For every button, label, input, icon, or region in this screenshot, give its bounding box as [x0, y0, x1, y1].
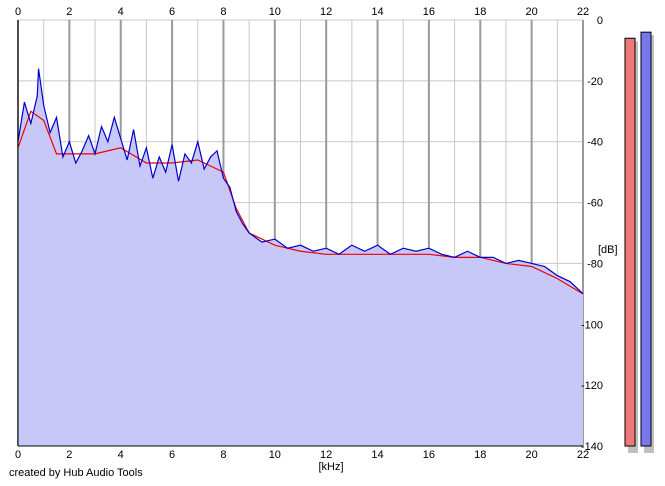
x-tick-top-10: 20: [526, 6, 538, 18]
y-tick-5: -100: [581, 319, 603, 331]
x-tick-top-6: 12: [320, 6, 332, 18]
x-tick-bottom-11: 22: [577, 449, 589, 461]
x-tick-bottom-4: 8: [220, 449, 226, 461]
x-tick-top-8: 16: [423, 6, 435, 18]
level-meter-bar-0: [624, 37, 636, 447]
x-tick-top-7: 14: [371, 6, 383, 18]
x-tick-top-11: 22: [577, 6, 589, 18]
x-tick-bottom-10: 20: [526, 449, 538, 461]
x-tick-bottom-3: 6: [169, 449, 175, 461]
level-meters: [624, 31, 654, 454]
x-tick-bottom-9: 18: [474, 449, 486, 461]
x-tick-labels-top: 0 2 4 6 8 10 12 14 16 18 20 22: [15, 6, 589, 18]
x-tick-labels-bottom: 0 2 4 6 8 10 12 14 16 18 20 22: [15, 449, 589, 461]
level-meter-bar-1: [640, 31, 652, 447]
x-tick-bottom-7: 14: [371, 449, 383, 461]
y-tick-1: -20: [587, 76, 603, 88]
y-tick-4: -80: [587, 258, 603, 270]
x-tick-top-9: 18: [474, 6, 486, 18]
y-tick-7: -140: [581, 441, 603, 453]
x-tick-top-1: 2: [66, 6, 72, 18]
y-tick-0: 0: [597, 15, 603, 27]
x-tick-bottom-6: 12: [320, 449, 332, 461]
x-tick-top-5: 10: [269, 6, 281, 18]
x-tick-top-0: 0: [15, 6, 21, 18]
x-tick-bottom-2: 4: [118, 449, 124, 461]
x-tick-bottom-1: 2: [66, 449, 72, 461]
x-tick-bottom-0: 0: [15, 449, 21, 461]
y-tick-3: -60: [587, 198, 603, 210]
x-tick-bottom-5: 10: [269, 449, 281, 461]
x-tick-top-3: 6: [169, 6, 175, 18]
spectrum-lines: [17, 68, 584, 295]
y-axis-label: [dB]: [598, 244, 618, 256]
x-tick-top-4: 8: [220, 6, 226, 18]
series-line-0: [17, 68, 584, 295]
plot-frame: [17, 20, 583, 447]
x-tick-top-2: 4: [118, 6, 124, 18]
x-axis-label: [kHz]: [318, 461, 343, 473]
x-tick-bottom-8: 16: [423, 449, 435, 461]
y-tick-2: -40: [587, 137, 603, 149]
credit-text: created by Hub Audio Tools: [9, 467, 143, 479]
y-tick-6: -120: [581, 380, 603, 392]
y-tick-labels: 0 -20 -40 -60 -80 -100 -120 -140: [581, 15, 603, 453]
